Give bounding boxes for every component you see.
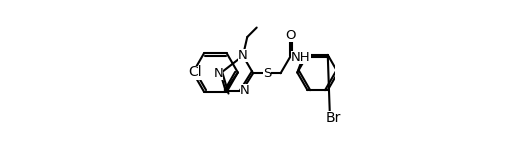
Text: N: N <box>238 49 248 62</box>
Text: NH: NH <box>291 51 311 64</box>
Text: N: N <box>239 84 249 97</box>
Text: O: O <box>286 29 296 42</box>
Text: N: N <box>213 67 223 80</box>
Text: Cl: Cl <box>188 66 202 79</box>
Text: Br: Br <box>326 111 341 125</box>
Text: S: S <box>262 67 271 80</box>
